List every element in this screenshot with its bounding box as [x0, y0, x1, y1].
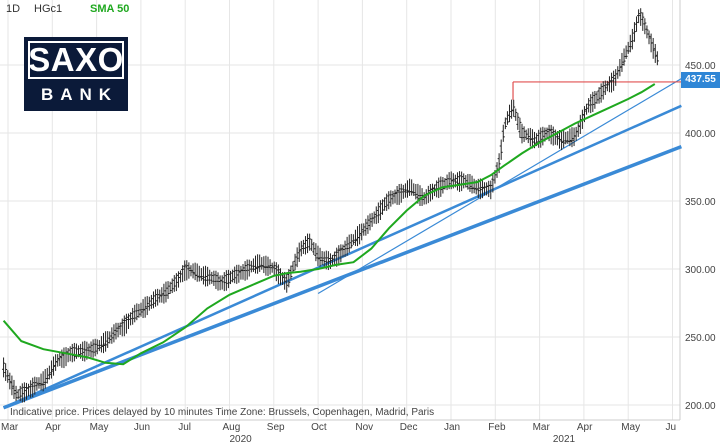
interval-label[interactable]: 1D — [6, 3, 21, 15]
x-tick-label: Jun — [134, 422, 150, 433]
sma-legend-label[interactable]: SMA 50 — [90, 3, 130, 15]
y-tick-label: 400.00 — [685, 129, 716, 140]
x-tick-label: May — [90, 422, 109, 433]
sma-line — [2, 83, 656, 366]
x-tick-label: Jul — [178, 422, 191, 433]
x-tick-label: Apr — [45, 422, 61, 433]
chart-grid — [0, 0, 681, 421]
sma-50-line — [2, 83, 656, 366]
x-year-label: 2021 — [553, 434, 576, 445]
x-tick-label: Mar — [1, 422, 19, 433]
y-tick-label: 250.00 — [685, 333, 716, 344]
x-tick-label: Apr — [577, 422, 593, 433]
symbol-label[interactable]: HGc1 — [34, 3, 63, 15]
x-year-label: 2020 — [230, 434, 253, 445]
trend-line — [317, 78, 682, 294]
y-tick-label: 450.00 — [685, 61, 716, 72]
last-price-badge: 437.55 — [681, 72, 720, 88]
y-tick-label: 300.00 — [685, 265, 716, 276]
y-tick-label: 350.00 — [685, 197, 716, 208]
resistance-level — [512, 81, 682, 100]
trend-line — [2, 144, 682, 410]
x-tick-label: May — [621, 422, 640, 433]
price-disclaimer: Indicative price. Prices delayed by 10 m… — [10, 407, 435, 418]
x-tick-label: Oct — [311, 422, 327, 433]
x-axis: Mar Apr May Jun Jul Aug Sep Oct Nov Dec Jan Feb Mar A… — [1, 422, 676, 445]
x-tick-label: Feb — [488, 422, 506, 433]
x-tick-label: Sep — [267, 422, 285, 433]
x-tick-label: Jan — [444, 422, 460, 433]
x-tick-label: Dec — [400, 422, 418, 433]
y-axis: 450.00 400.00 350.00 300.00 250.00 200.00 — [685, 61, 716, 412]
logo-word-bank: BANK — [40, 85, 119, 104]
y-tick-label: 200.00 — [685, 401, 716, 412]
logo-frame — [28, 41, 124, 79]
x-tick-label: Mar — [533, 422, 551, 433]
x-tick-label: Ju — [666, 422, 677, 433]
saxo-bank-logo: SAXO BANK — [24, 37, 128, 111]
x-tick-label: Aug — [223, 422, 241, 433]
trend-lines — [2, 78, 682, 410]
logo-word-saxo: SAXO — [28, 41, 124, 78]
x-tick-label: Nov — [355, 422, 373, 433]
